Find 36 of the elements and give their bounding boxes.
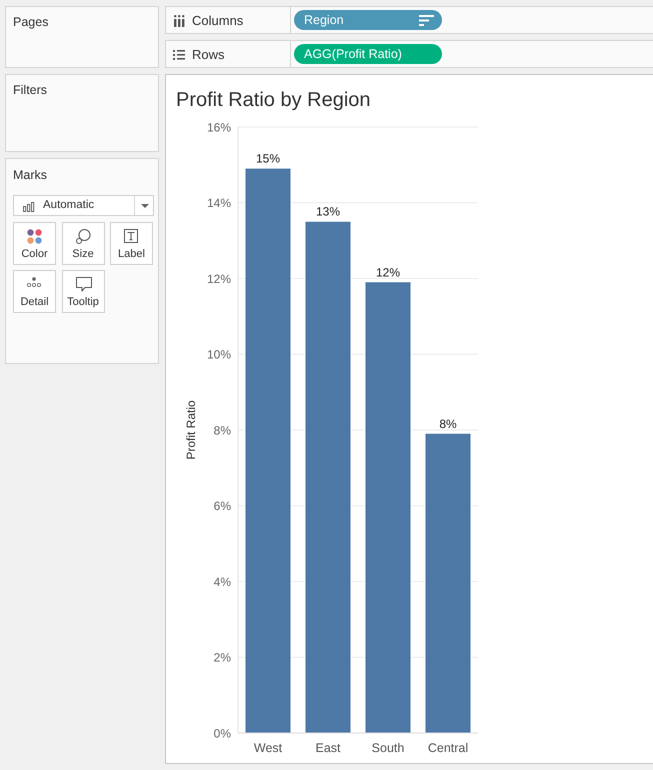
x-tick-label: East (315, 740, 342, 755)
text: AGG(Profit Ratio) (304, 47, 402, 61)
y-tick-label: 8% (214, 423, 232, 438)
y-axis-title: Profit Ratio (184, 400, 198, 460)
text: Tooltip (67, 296, 99, 308)
text: Filters (13, 83, 48, 97)
text: Pages (13, 15, 48, 29)
x-tick-label: South (372, 740, 404, 755)
text: Columns (192, 13, 244, 28)
text: Detail (20, 296, 49, 308)
text: Region (304, 13, 344, 27)
bar (426, 434, 470, 733)
y-tick-label: 14% (206, 196, 232, 210)
y-tick-label: 12% (206, 272, 232, 286)
y-tick-label: 6% (214, 499, 232, 514)
data-label: 8% (439, 416, 457, 431)
x-tick-label: Central (428, 740, 468, 755)
data-label: 13% (316, 204, 340, 219)
data-label: 15% (256, 152, 280, 166)
text: Label (118, 248, 145, 260)
y-tick-label: 2% (214, 650, 232, 665)
bar (246, 168, 290, 733)
x-tick-label: West (254, 740, 283, 755)
y-tick-label: 16% (206, 120, 232, 134)
y-tick-label: 0% (214, 726, 232, 740)
bar (366, 282, 410, 733)
text: Size (72, 248, 94, 260)
y-tick-label: 10% (206, 348, 232, 362)
text: Color (21, 248, 48, 260)
text: Rows (192, 47, 225, 62)
y-tick-label: 4% (214, 574, 232, 589)
chart-title: Profit Ratio by Region (176, 89, 371, 111)
text: Automatic (43, 199, 94, 211)
data-label: 12% (376, 265, 400, 280)
text: Marks (13, 168, 48, 182)
bar (306, 222, 350, 733)
